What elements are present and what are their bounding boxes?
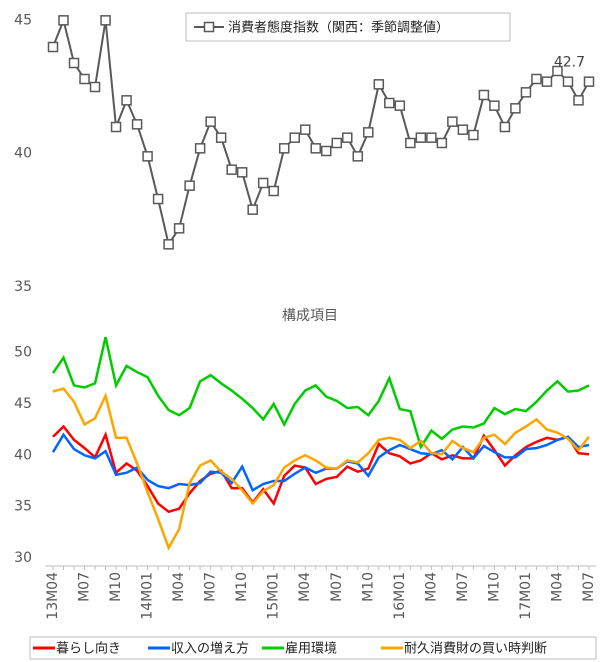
marker	[562, 76, 574, 87]
marker	[447, 116, 458, 127]
legend	[29, 636, 597, 660]
x-tick-label: M07	[77, 572, 93, 602]
marker	[457, 124, 469, 135]
marker	[268, 185, 279, 197]
marker	[299, 124, 311, 135]
x-tick-label: 13M04	[45, 572, 61, 620]
x-tick-label: M04	[171, 572, 187, 602]
x-tick-label: M04	[423, 572, 439, 602]
legend-label: 収入の増え方	[171, 641, 249, 657]
marker	[331, 137, 343, 149]
marker	[173, 223, 185, 234]
x-tick-label: 17M01	[518, 572, 534, 620]
marker	[510, 103, 521, 114]
x-tick-label: M10	[108, 572, 124, 602]
marker	[100, 15, 111, 26]
marker	[489, 100, 500, 111]
marker	[552, 65, 563, 77]
marker	[478, 89, 490, 101]
marker	[184, 180, 195, 191]
marker	[499, 121, 511, 133]
marker	[121, 95, 132, 106]
x-tick-label: 14M01	[140, 572, 156, 620]
marker	[405, 137, 416, 149]
x-tick-label: M04	[549, 572, 565, 602]
marker	[384, 97, 395, 109]
marker	[373, 79, 385, 90]
y-tick-label: 35	[14, 279, 32, 295]
legend-label: 消費者態度指数（関西：季節調整値）	[228, 20, 449, 36]
y-tick-label: 45	[14, 12, 32, 28]
x-tick-label: M07	[581, 572, 597, 602]
marker	[583, 76, 595, 87]
marker	[131, 119, 143, 130]
x-tick-label: M07	[329, 572, 345, 602]
y-tick-label: 30	[14, 550, 32, 566]
chart-title: 構成項目	[282, 308, 338, 324]
legend-label: 雇用環境	[285, 641, 337, 657]
marker	[79, 73, 90, 85]
marker	[289, 132, 300, 143]
marker	[278, 143, 290, 154]
marker	[194, 143, 206, 154]
marker	[352, 151, 364, 162]
marker	[541, 76, 553, 87]
series-line	[51, 336, 590, 451]
marker	[205, 116, 216, 127]
marker	[110, 121, 122, 133]
y-tick-label: 40	[14, 146, 32, 162]
y-tick-label: 45	[14, 396, 32, 412]
x-tick-label: M07	[455, 572, 471, 602]
x-tick-label: M10	[486, 572, 502, 602]
y-tick-label: 50	[14, 345, 32, 361]
series-line	[52, 387, 590, 551]
marker	[152, 193, 164, 205]
marker	[436, 137, 448, 149]
marker	[468, 129, 479, 141]
marker	[47, 41, 59, 53]
marker	[531, 73, 542, 85]
marker	[342, 132, 353, 143]
series-line	[51, 432, 590, 492]
marker	[58, 15, 69, 26]
marker	[415, 132, 427, 143]
marker	[321, 145, 332, 157]
marker	[573, 95, 584, 106]
legend-swatch	[203, 21, 215, 33]
marker	[142, 151, 153, 162]
marker	[247, 204, 258, 215]
marker	[394, 100, 406, 111]
annotation: 42.7	[554, 55, 585, 71]
y-tick-label: 35	[14, 499, 32, 515]
x-tick-label: M10	[234, 572, 250, 602]
marker	[163, 239, 174, 250]
marker	[520, 87, 532, 98]
x-tick-label: 15M01	[266, 572, 282, 620]
marker	[89, 81, 101, 93]
x-tick-label: M07	[203, 572, 219, 602]
marker	[226, 164, 237, 175]
x-tick-label: M04	[297, 572, 313, 602]
legend-label: 耐久消費財の買い時判断	[404, 642, 547, 657]
x-tick-label: 16M01	[392, 572, 408, 620]
legend-label: 暮らし向き	[56, 641, 121, 657]
marker	[310, 143, 321, 154]
x-tick-label: M10	[360, 572, 376, 602]
y-tick-label: 40	[14, 447, 32, 463]
legend	[185, 12, 511, 42]
series-line	[52, 17, 590, 247]
marker	[363, 127, 374, 138]
marker	[215, 132, 227, 143]
marker	[426, 132, 437, 143]
marker	[257, 177, 269, 189]
marker	[236, 167, 248, 178]
marker	[68, 57, 80, 69]
